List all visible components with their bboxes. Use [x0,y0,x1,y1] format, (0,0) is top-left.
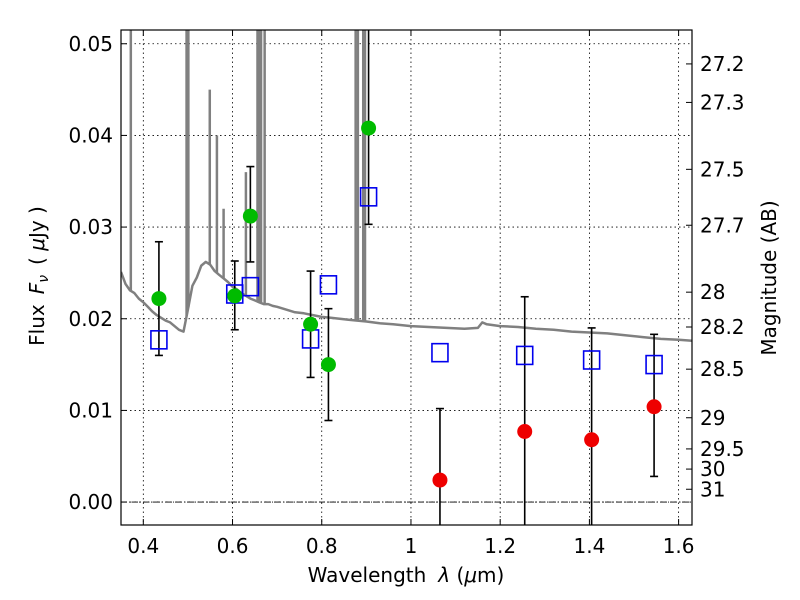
right-tick-label: 27.7 [700,213,745,237]
right-tick-label: 28.5 [700,357,745,381]
right-tick-label: 29 [700,406,725,430]
x-axis-unit-rest: m) [477,563,504,587]
model-template-line [121,260,692,343]
x-tick-label: 0.6 [217,534,249,558]
detection-point [303,316,319,332]
y-axis-label-right: Magnitude (AB) [757,200,781,355]
model-photometry-point [582,350,601,370]
detection-point [151,291,167,307]
right-tick-label: 27.5 [700,157,745,181]
y-axis-unit-rest: Jy ) [25,206,49,240]
y-axis-unit-mu: μ [25,238,49,252]
x-tick-labels: 0.4 0.6 0.8 1 1.2 1.4 1.6 [127,534,694,558]
y-axis-symbol-nu: ν [36,275,52,283]
right-tick-label: 28 [700,280,725,304]
y-axis-label-left: Flux Fν ( μJy ) [25,206,52,346]
detection-point [320,357,336,373]
model-photometry-point [431,342,449,363]
x-axis-label-text: Wavelength [308,563,427,587]
nondetection-point [584,432,600,448]
x-axis-unit-open: ( [450,563,464,587]
y-tick-label: 0.05 [68,32,113,56]
x-tick-label: 0.8 [306,534,338,558]
x-axis-lambda: λ [437,563,450,587]
y-tick-label: 0.02 [68,307,113,331]
x-axis-unit-mu: μ [463,563,477,587]
model-photometry-point [515,345,534,366]
model-photometry-point [241,276,260,297]
right-tick-label: 28.2 [700,315,745,339]
y-axis-label-text: Flux [25,304,49,346]
model-photometry-point [150,330,168,350]
error-bars [154,30,659,525]
model-photometry-point [319,275,338,295]
x-tick-label: 1.4 [573,534,605,558]
right-tick-label: 27.3 [700,90,745,114]
right-tick-label: 31 [700,477,725,501]
detection-point [242,208,258,224]
y-axis-unit-open: ( [25,251,49,265]
y-tick-label: 0.00 [68,490,113,514]
y-tick-label: 0.04 [68,123,113,147]
y-tick-label: 0.01 [68,398,113,422]
nondetection-point [646,399,662,415]
detection-point [361,120,377,136]
observed-photometry-series [151,120,662,488]
y-tick-labels: 0.00 0.01 0.02 0.03 0.04 0.05 [68,32,113,514]
x-tick-label: 1.2 [484,534,516,558]
model-photometry-point [645,354,663,375]
x-axis-label: Wavelength λ (μm) [308,563,505,587]
model-template-series [121,30,692,343]
x-tick-label: 1 [405,534,418,558]
y-axis-symbol-f: F [25,282,49,294]
nondetection-point [432,472,448,488]
model-photometry-point [359,187,378,207]
right-tick-label: 29.5 [700,437,745,461]
right-tick-label: 27.2 [700,52,745,76]
detection-point [227,288,243,304]
y-tick-label: 0.03 [68,215,113,239]
nondetection-point [517,424,533,439]
x-tick-label: 0.4 [127,534,159,558]
x-tick-label: 1.6 [663,534,695,558]
plot-area [121,30,692,525]
axis-ticks [121,30,692,525]
axes-frame [120,29,693,526]
right-tick-label: 30 [700,457,725,481]
